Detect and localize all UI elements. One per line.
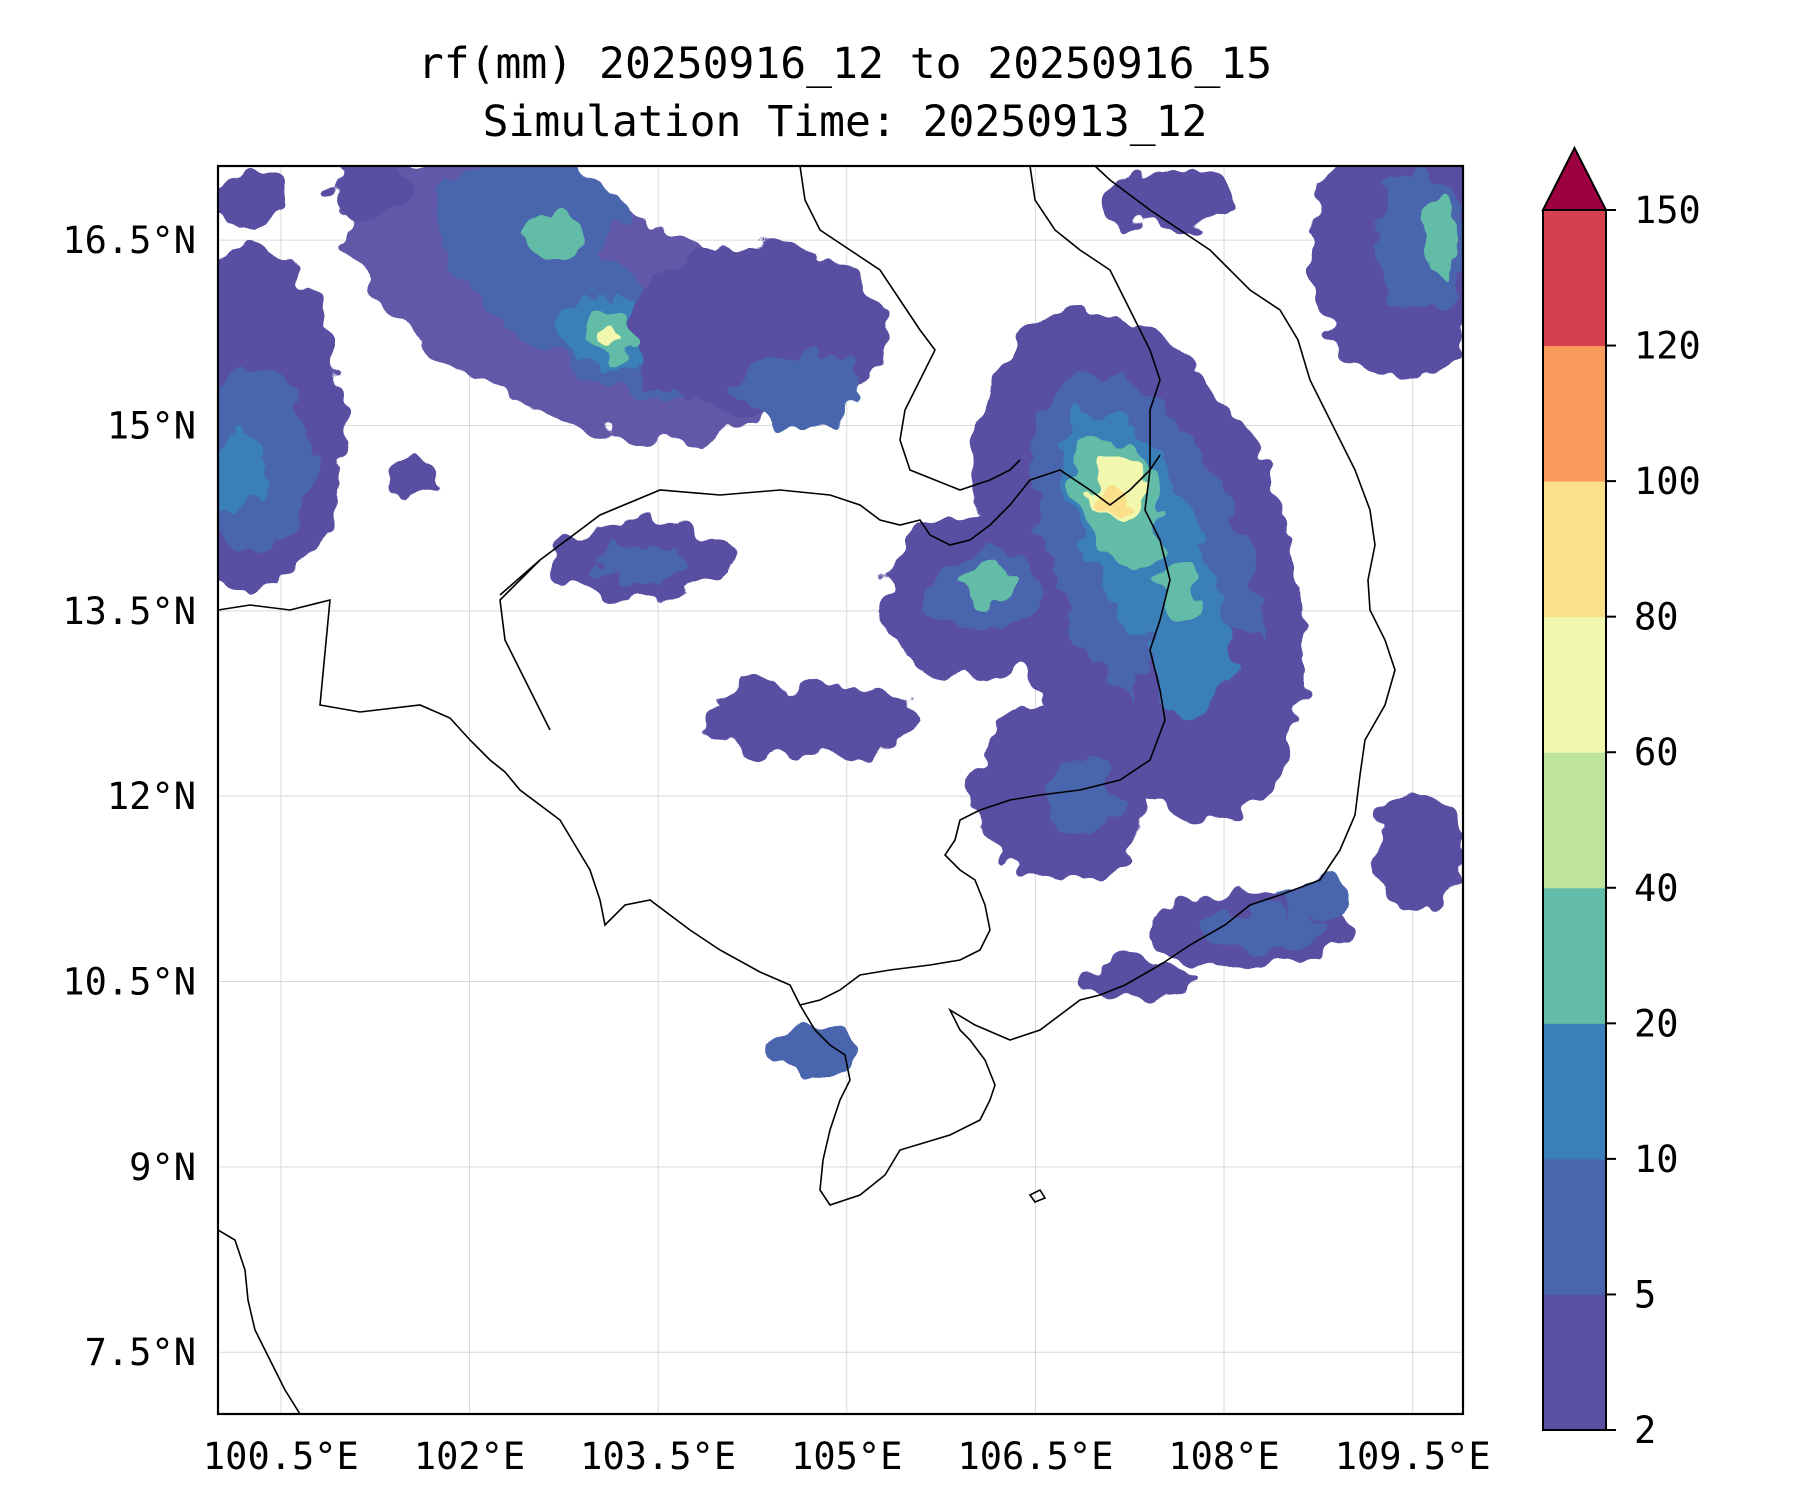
colorbar-extend-triangle: [1541, 145, 1608, 211]
rain-region-ne-coast: [1100, 170, 1240, 230]
rain-region-cambodia-north-inner: [595, 547, 685, 583]
rain-region-south-central-inner: [1040, 765, 1120, 835]
rain-region-central-west: [380, 460, 440, 500]
colorbar-tick-label: 80: [1634, 596, 1679, 639]
colorbar-tick-label: 40: [1634, 867, 1679, 910]
colorbar-frame: [1542, 209, 1607, 1431]
lat-tick-label: 15°N: [107, 404, 196, 447]
border-thailand-cambodia: [499, 454, 1161, 596]
rain-region-se-coast-west: [1080, 960, 1200, 1000]
lon-tick-label: 105°E: [791, 1435, 902, 1478]
border-laos-vietnam: [1029, 166, 1161, 470]
lon-tick-label: 100.5°E: [203, 1435, 359, 1478]
map-title-line-2: Simulation Time: 20250913_12: [482, 97, 1208, 147]
rain-region-central-gulf: [765, 1025, 855, 1075]
colorbar-tick-label: 20: [1634, 1002, 1679, 1045]
lat-tick-label: 13.5°N: [62, 590, 196, 633]
rain-region-ne-corner-core: [1422, 200, 1458, 280]
border-laos-north: [799, 166, 1021, 491]
coastline-and-borders: [218, 166, 1396, 1414]
colorbar-segment: [1543, 1294, 1606, 1431]
rain-region-east-edge-b: [1285, 880, 1355, 920]
lon-tick-label: 103.5°E: [580, 1435, 736, 1478]
colorbar-segment: [1543, 345, 1606, 482]
lon-tick-label: 102°E: [414, 1435, 525, 1478]
longitude-axis: 100.5°E 102°E 103.5°E 105°E 106.5°E 108°E 109.…: [203, 1435, 1491, 1478]
colorbar-tick-label: 60: [1634, 731, 1679, 774]
colorbar-segment: [1543, 752, 1606, 889]
rain-region-top-mid: [330, 166, 410, 215]
map-frame: [216, 164, 1465, 1416]
rain-region-east-system-peak: [1097, 485, 1133, 515]
colorbar: 2 5 10 20 40 60 80 100 120 150: [1541, 145, 1701, 1452]
rain-region-east-edge: [1375, 790, 1463, 910]
lon-tick-label: 106.5°E: [957, 1435, 1113, 1478]
colorbar-tick-label: 100: [1634, 460, 1701, 503]
coastline-gulf-of-thailand: [218, 166, 1396, 1206]
lon-tick-label: 108°E: [1168, 1435, 1279, 1478]
map-title-line-1: rf(mm) 20250916_12 to 20250916_15: [417, 39, 1273, 89]
colorbar-tick-label: 150: [1634, 189, 1701, 232]
rain-region-central-east-core: [962, 567, 1018, 603]
rainfall-field: [218, 166, 1463, 1075]
rain-region-cambodia-center-b: [720, 678, 800, 722]
lat-tick-label: 16.5°N: [62, 219, 196, 262]
rain-region-nw-north-core: [525, 218, 585, 262]
colorbar-tick-label: 2: [1634, 1409, 1656, 1452]
colorbar-segment: [1543, 616, 1606, 753]
lat-tick-label: 10.5°N: [62, 961, 196, 1004]
colorbar-segment: [1543, 1158, 1606, 1295]
rain-region-nw-north: [435, 166, 625, 270]
lon-tick-label: 109.5°E: [1335, 1435, 1491, 1478]
border-thailand-laos-west: [499, 559, 551, 731]
colorbar-segment: [1543, 1023, 1606, 1160]
colorbar-tick-label: 10: [1634, 1138, 1679, 1181]
lat-tick-label: 7.5°N: [85, 1331, 196, 1374]
rain-region-east-system-south-core: [1160, 560, 1200, 620]
rain-region-nw-band-max: [599, 322, 621, 354]
colorbar-tick-label: 5: [1634, 1273, 1656, 1316]
colorbar-segment: [1543, 481, 1606, 618]
island-dot-1: [1028, 1188, 1047, 1203]
latitude-axis: 7.5°N 9°N 10.5°N 12°N 13.5°N 15°N 16.5°N: [62, 219, 196, 1374]
colorbar-tick-label: 120: [1634, 325, 1701, 368]
lat-tick-label: 12°N: [107, 775, 196, 818]
colorbar-segment: [1543, 887, 1606, 1024]
colorbar-segment: [1543, 210, 1606, 347]
rain-region-west-edge-core: [218, 430, 265, 510]
coastline-southwest: [218, 1229, 301, 1414]
rain-region-top-left: [218, 170, 285, 230]
border-cambodia-vietnam: [799, 469, 1171, 1006]
lat-tick-label: 9°N: [129, 1146, 196, 1189]
rain-region-north-center-inner: [740, 350, 860, 430]
